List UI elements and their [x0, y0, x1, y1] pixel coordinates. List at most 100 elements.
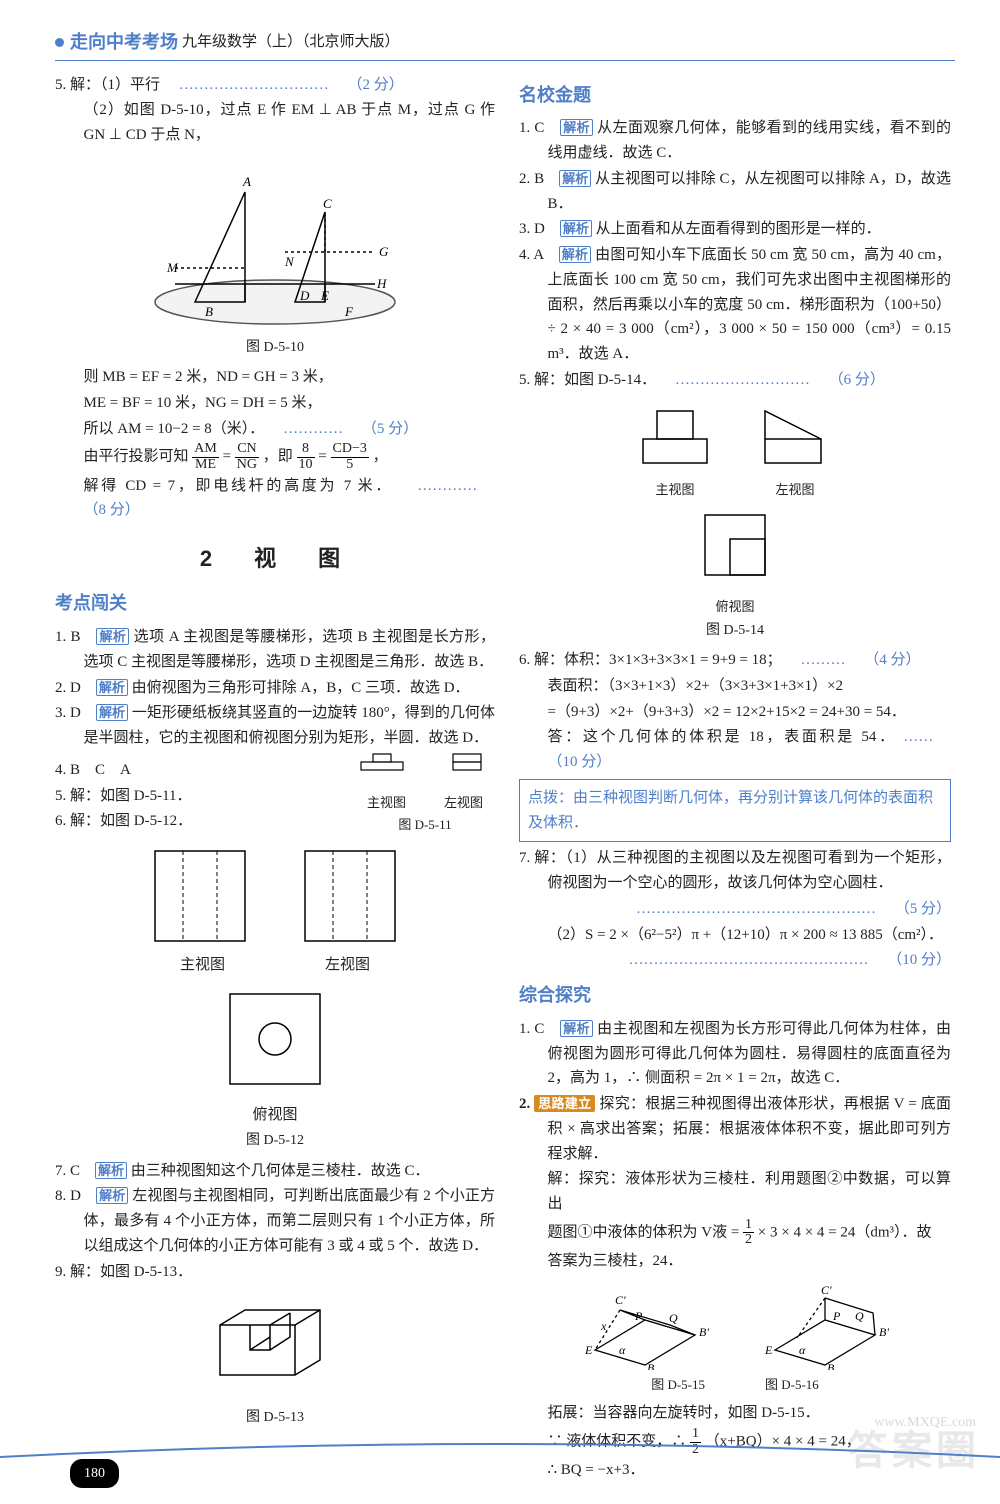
q5-line1: 5. 解：（1）平行 ………………………… （2 分） — [55, 73, 495, 98]
d514-lsv-icon — [755, 399, 835, 471]
k4-mini-views-icon — [355, 752, 495, 786]
score: （6 分） — [829, 372, 885, 388]
m6: 6. 解：体积：3×1×3+3×3×1 = 9+9 = 18； — [519, 652, 782, 668]
k7-text: 由三种视图知这个几何体是三棱柱．故选 C． — [127, 1163, 430, 1179]
cap-d511: 图 D-5-11 — [355, 814, 495, 835]
analysis-label: 解析 — [96, 1187, 128, 1204]
svg-text:E: E — [584, 1343, 593, 1357]
z2c-a: 题图①中液体的体积为 V液 = — [548, 1224, 744, 1240]
cap-d514: 图 D-5-14 — [519, 619, 951, 642]
d515-icon: C'PQ B'Eα Bx — [575, 1280, 715, 1370]
m1t: 从左面观察几何体，能够看到的线用实线，看不到的线用虚线．故选 C． — [548, 120, 952, 161]
m7b: （2）S = 2 ×（6²−5²）π +（12+10）π × 200 ≈ 13 … — [519, 923, 951, 948]
header-subtitle: 九年级数学（上）（北京师大版） — [182, 30, 400, 55]
label-lsv: 左视图 — [444, 792, 483, 813]
m7-s2: ………………………………………… （10 分） — [519, 948, 951, 973]
m6b: 表面积：（3×3+1×3）×2+（3×3+3×1+3×1）×2 — [519, 674, 951, 699]
dots: ………………………………………… — [628, 952, 883, 968]
m4t: 由图可知小车下底面长 50 cm 宽 50 cm，高为 40 cm，上底面长 1… — [548, 247, 952, 362]
svg-text:E: E — [764, 1343, 773, 1357]
q5-l5b: ，即 — [263, 449, 297, 465]
d514-fsv-icon — [695, 507, 775, 587]
label-zsv: 主视图 — [367, 792, 406, 813]
d513: 图 D-5-13 — [55, 1285, 495, 1429]
m1: 1. C 解析 从左面观察几何体，能够看到的线用实线，看不到的线用虚线．故选 C… — [519, 116, 951, 166]
svg-text:B': B' — [699, 1325, 709, 1339]
svg-text:H: H — [376, 276, 387, 291]
z2c-b: × 3 × 4 × 4 = 24（dm³）．故 — [758, 1224, 932, 1240]
q5-l4: 所以 AM = 10−2 = 8（米）． — [84, 421, 265, 437]
score: （2 分） — [348, 77, 404, 93]
frac-8-10: 810 — [297, 442, 315, 472]
analysis-label: 解析 — [559, 246, 591, 263]
d512-bottom: 俯视图 图 D-5-12 — [55, 984, 495, 1153]
header-title: 走向中考考场 — [70, 28, 178, 58]
q5-l5a: 由平行投影可知 — [84, 449, 193, 465]
d515-caps: 图 D-5-15 图 D-5-16 — [519, 1374, 951, 1395]
z1t: 由主视图和左视图为长方形可得此几何体为柱体，由俯视图为圆形可得此几何体为圆柱．易… — [548, 1021, 952, 1087]
m4h: 4. A — [519, 247, 559, 263]
k9: 9. 解：如图 D-5-13． — [55, 1260, 495, 1285]
svg-text:B: B — [205, 304, 213, 319]
left-column: 5. 解：（1）平行 ………………………… （2 分） （2）如图 D-5-10… — [55, 73, 495, 1485]
k2-head: 2. D — [55, 680, 96, 696]
m2: 2. B 解析 从主视图可以排除 C，从左视图可以排除 A，D，故选 B． — [519, 167, 951, 217]
analysis-label: 解析 — [96, 628, 129, 645]
svg-text:B': B' — [879, 1325, 889, 1339]
svg-text:M: M — [166, 260, 179, 275]
svg-text:B: B — [647, 1361, 655, 1370]
z2a-text: 探究：根据三种视图得出液体形状，再根据 V = 底面积 × 高求出答案；拓展：根… — [548, 1096, 952, 1162]
figure-d-5-10: AC MN G BD EF H — [145, 152, 405, 332]
m5h: 5. 解：如图 D-5-14． — [519, 372, 656, 388]
cap-d515: 图 D-5-15 — [651, 1374, 705, 1395]
z2a: 2. 思路建立 探究：根据三种视图得出液体形状，再根据 V = 底面积 × 高求… — [519, 1092, 951, 1166]
m7-s1: ………………………………………… （5 分） — [519, 897, 951, 922]
m5: 5. 解：如图 D-5-14． ……………………… （6 分） — [519, 368, 951, 393]
k1-head: 1. B — [55, 629, 96, 645]
q5-l4-row: 所以 AM = 10−2 = 8（米）． ………… （5 分） — [55, 417, 495, 442]
k7: 7. C 解析 由三种视图知这个几何体是三棱柱．故选 C． — [55, 1159, 495, 1184]
svg-text:x: x — [600, 1319, 607, 1333]
m6c: =（9+3）×2+（9+3+3）×2 = 12×2+15×2 = 24+30 =… — [519, 700, 951, 725]
svg-text:F: F — [344, 304, 354, 319]
d514-bottom: 俯视图 图 D-5-14 — [519, 507, 951, 642]
k3: 3. D 解析 一矩形硬纸板绕其竖直的一边旋转 180°，得到的几何体是半圆柱，… — [55, 701, 495, 751]
k6: 6. 解：如图 D-5-12． — [55, 809, 355, 834]
analysis-label: 解析 — [96, 679, 128, 696]
k4-row: 4. B C A 5. 解：如图 D-5-11． 6. 解：如图 D-5-12．… — [55, 752, 495, 835]
dots: ………… — [268, 421, 358, 437]
score: （10 分） — [887, 952, 951, 968]
d512-lsv-icon — [295, 841, 405, 951]
right-column: 名校金题 1. C 解析 从左面观察几何体，能够看到的线用实线，看不到的线用虚线… — [519, 73, 951, 1485]
d512-top-row — [55, 841, 495, 951]
m3: 3. D 解析 从上面看和从左面看得到的图形是一样的． — [519, 217, 951, 242]
lab-fsv: 俯视图 — [55, 1103, 495, 1128]
analysis-label: 解析 — [560, 1020, 593, 1037]
k5: 5. 解：如图 D-5-11． — [55, 784, 355, 809]
m6d-row: 答：这个几何体的体积是 18，表面积是 54． …… （10 分） — [519, 725, 951, 775]
lab: 主视图 — [180, 953, 225, 978]
d516-icon: C'PQ B'Eα B — [755, 1280, 895, 1370]
frac-cn-ng: CNNG — [235, 442, 259, 472]
sec-mingxiao: 名校金题 — [519, 81, 951, 111]
sec-kaodian: 考点闯关 — [55, 589, 495, 619]
k8-head: 8. D — [55, 1188, 96, 1204]
lab: 俯视图 — [519, 596, 951, 617]
svg-text:A: A — [242, 174, 251, 189]
svg-text:D: D — [299, 288, 310, 303]
d514-top: 主视图 左视图 — [519, 399, 951, 501]
m2t: 从主视图可以排除 C，从左视图可以排除 A，D，故选 B． — [548, 171, 951, 212]
svg-text:Q: Q — [669, 1311, 678, 1325]
m1h: 1. C — [519, 120, 560, 136]
dots: ………………………………………… — [636, 901, 891, 917]
q5-l2: 则 MB = EF = 2 米，ND = GH = 3 米， — [55, 365, 495, 390]
svg-text:C': C' — [615, 1293, 626, 1307]
figcap-d-5-10: 图 D-5-10 — [55, 336, 495, 359]
dots: ……… — [785, 652, 860, 668]
svg-text:α: α — [799, 1343, 806, 1357]
header-bullet-icon — [55, 38, 64, 47]
m4: 4. A 解析 由图可知小车下底面长 50 cm 宽 50 cm，高为 40 c… — [519, 243, 951, 367]
page-number: 180 — [70, 1459, 119, 1488]
two-column-layout: 5. 解：（1）平行 ………………………… （2 分） （2）如图 D-5-10… — [55, 73, 955, 1485]
m3h: 3. D — [519, 221, 560, 237]
